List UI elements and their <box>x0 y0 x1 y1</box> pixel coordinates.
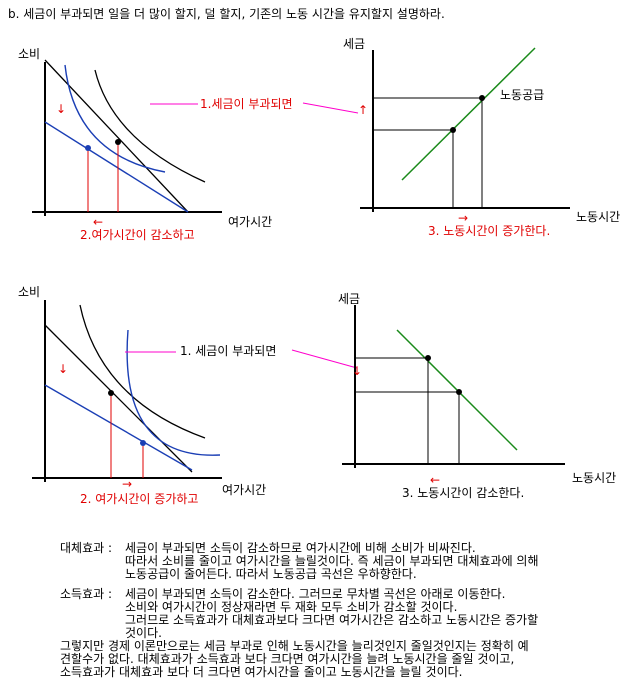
point <box>140 440 146 446</box>
pointer <box>302 102 359 114</box>
point <box>85 145 91 151</box>
explanation: 대체효과 : 세금이 부과되면 소득이 감소하므로 여가시간에 비해 소비가 비… <box>60 541 539 679</box>
arrow: → <box>458 211 468 225</box>
arrow: ← <box>430 473 440 487</box>
label: 소득효과 : <box>60 587 112 601</box>
result: 3. 노동시간이 증가한다. <box>428 224 550 238</box>
axes <box>342 305 565 468</box>
pointer <box>291 349 358 369</box>
point <box>479 95 485 101</box>
panel-consumption-2: 소비 ↓ 1. 세금이 부과되면 여가시간 → 2. 여가시간이 증가하고 <box>18 285 358 506</box>
budget-line <box>44 324 193 473</box>
result: 2.여가시간이 감소하고 <box>80 228 195 242</box>
point <box>456 389 462 395</box>
line: 소비와 여가시간이 정상재라면 두 재화 모두 소비가 감소할 것이다. <box>125 600 457 614</box>
panel-consumption-1: 소비 ↓ 1.세금이 부과되면 여가시간 ← 2.여가시간이 감소하고 <box>18 47 359 242</box>
indifference-curve <box>79 304 206 439</box>
budget-line-taxed <box>44 384 193 471</box>
supply-curve <box>401 47 536 181</box>
budget-line-taxed <box>44 121 189 213</box>
point <box>450 127 456 133</box>
curve-label: 노동공급 <box>500 88 544 102</box>
axes <box>32 62 222 216</box>
y-label: 세금 <box>343 37 365 51</box>
axes <box>32 300 222 482</box>
label: 대체효과 : <box>60 541 112 555</box>
x-label: 여가시간 <box>222 483 266 497</box>
line: 그러므로 소득효과가 대체효과보다 크다면 여가시간은 감소하고 노동시간은 증… <box>125 613 538 627</box>
x-label: 노동시간 <box>572 471 616 485</box>
point <box>108 390 114 396</box>
arrow: → <box>122 477 132 491</box>
title: b. 세금이 부과되면 일을 더 많이 할지, 덜 할지, 기존의 노동 시간을… <box>8 7 445 21</box>
guides <box>355 357 460 464</box>
y-label: 소비 <box>18 285 40 299</box>
line: 세금이 부과되면 소득이 감소하므로 여가시간에 비해 소비가 비싸진다. <box>125 541 476 555</box>
indifference-curve-taxed <box>64 64 166 173</box>
arrow: ↓ <box>352 364 362 378</box>
point <box>115 139 121 145</box>
line: 노동공급이 줄어든다. 따라서 노동공급 곡선은 우하향한다. <box>125 567 417 581</box>
point <box>425 355 431 361</box>
y-label: 세금 <box>338 292 360 306</box>
line: 것이다. <box>125 626 162 640</box>
arrow: ← <box>93 215 103 229</box>
indifference-curve <box>94 69 206 183</box>
annotation: 1.세금이 부과되면 <box>200 97 293 111</box>
indifference-curve-taxed <box>126 329 221 456</box>
x-label: 노동시간 <box>576 210 620 224</box>
result: 2. 여가시간이 증가하고 <box>80 492 198 506</box>
arrow: ↓ <box>56 102 66 116</box>
result: 3. 노동시간이 감소한다. <box>402 486 524 500</box>
y-label: 소비 <box>18 47 40 61</box>
line: 견할수가 없다. 대체효과가 소득효과 보다 크다면 여가시간을 늘려 노동시간… <box>60 652 514 666</box>
x-label: 여가시간 <box>228 215 272 229</box>
panel-labor-2: 세금 ↓ 노동시간 ← 3. 노동시간이 감소한다. <box>338 292 616 500</box>
panel-labor-1: 세금 노동공급 ↑ 노동시간 → 3. 노동시간이 증가한다. <box>343 37 620 238</box>
line: 소득효과가 대체효과 보다 더 크다면 여가시간을 줄이고 노동시간을 늘릴 것… <box>60 665 462 679</box>
axes <box>360 50 570 212</box>
line: 세금이 부과되면 소득이 감소한다. 그러므로 무차별 곡선은 아래로 이동한다… <box>125 587 505 601</box>
line: 그렇지만 경제 이론만으로는 세금 부과로 인해 노동시간을 늘리것인지 줄일것… <box>60 638 529 653</box>
arrow: ↓ <box>58 362 68 376</box>
guides <box>373 97 483 208</box>
annotation: 1. 세금이 부과되면 <box>180 344 276 358</box>
line: 따라서 소비를 줄이고 여가시간을 늘릴것이다. 즉 세금이 부과되면 대체효과… <box>125 554 539 568</box>
arrow: ↑ <box>358 103 368 117</box>
